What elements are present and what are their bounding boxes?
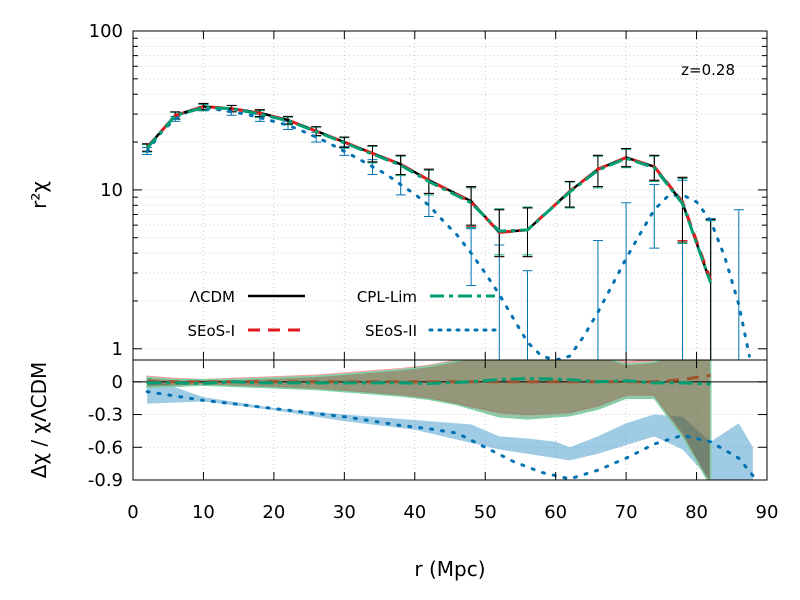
x-axis-label: r (Mpc) bbox=[414, 557, 485, 581]
top-frame bbox=[132, 30, 768, 361]
x-tick-label: 60 bbox=[544, 502, 567, 523]
cpl-band bbox=[146, 360, 712, 480]
legend-label-cpl: CPL-Lim bbox=[357, 288, 417, 306]
bottom-bands bbox=[146, 360, 753, 480]
legend: ΛCDM CPL-Lim SEoS-I SEoS-II bbox=[187, 288, 497, 340]
x-tick-label: 80 bbox=[685, 502, 708, 523]
legend-label-seos2: SEoS-II bbox=[365, 322, 417, 340]
bottom-y-tick-label: 0 bbox=[112, 372, 123, 393]
top-lines bbox=[145, 104, 751, 360]
x-tick-label: 50 bbox=[474, 502, 497, 523]
bottom-y-tick-label: -0.6 bbox=[88, 437, 123, 458]
x-tick-label: 0 bbox=[127, 502, 138, 523]
axis-ticks: 0 10 20 30 40 50 60 70 80 90 1 10 100 0 -0.3 -0.6 -0.9 bbox=[88, 21, 779, 523]
x-tick-label: 30 bbox=[333, 502, 356, 523]
top-y-tick-label: 10 bbox=[100, 180, 123, 201]
series-seos2 bbox=[145, 107, 751, 360]
bottom-y-tick-label: -0.9 bbox=[88, 470, 123, 491]
legend-label-lcdm: ΛCDM bbox=[190, 288, 235, 306]
bottom-y-axis-label: Δχ / χΛCDM bbox=[27, 362, 51, 479]
seos2-band bbox=[147, 377, 753, 480]
legend-label-seos1: SEoS-I bbox=[187, 322, 235, 340]
x-tick-label: 70 bbox=[615, 502, 638, 523]
x-tick-label: 90 bbox=[756, 502, 779, 523]
bottom-frame bbox=[132, 359, 768, 481]
top-grid bbox=[133, 31, 767, 360]
top-y-axis-label: r²χ bbox=[27, 181, 51, 209]
series-cpl bbox=[145, 105, 713, 284]
seos1-band bbox=[146, 360, 712, 480]
bottom-lines bbox=[133, 373, 767, 480]
top-y-tick-label: 1 bbox=[112, 339, 123, 360]
x-tick-label: 20 bbox=[262, 502, 285, 523]
x-tick-label: 40 bbox=[403, 502, 426, 523]
bottom-y-tick-label: -0.3 bbox=[88, 405, 123, 426]
series-cpl-ratio bbox=[147, 376, 711, 386]
annotation-label: z=0.28 bbox=[681, 61, 735, 79]
top-y-tick-label: 100 bbox=[89, 21, 123, 42]
plot-frames bbox=[132, 30, 768, 481]
x-tick-label: 10 bbox=[192, 502, 215, 523]
